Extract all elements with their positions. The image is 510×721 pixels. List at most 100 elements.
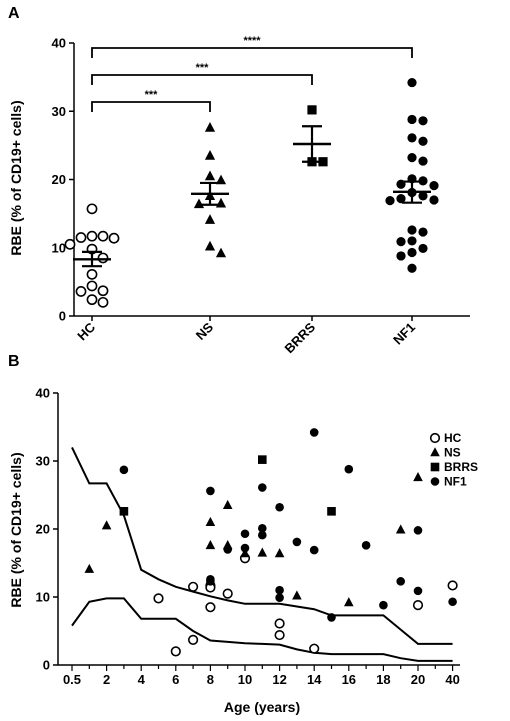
panel-b-x-tick-label: 20 [411, 672, 425, 687]
data-point-brrs [119, 507, 129, 516]
data-point-nf1 [258, 530, 267, 540]
data-point-ns [292, 590, 302, 600]
panel-a-y-axis-label: RBE (% of CD19+ cells) [8, 100, 24, 255]
data-point-hc [97, 285, 109, 297]
data-point-hc [447, 580, 458, 591]
data-point-nf1 [396, 577, 406, 586]
data-point-hc [412, 600, 424, 611]
data-point-nf1 [407, 114, 417, 125]
panel-b-y-tick-label: 40 [36, 386, 50, 401]
panel-a-y-tick-label: 40 [52, 36, 66, 51]
data-point-hc [97, 252, 109, 264]
data-point-ns [222, 499, 233, 509]
panel-b-x-tick-label: 0.5 [63, 672, 81, 687]
panel-b-reference-lines [71, 446, 453, 662]
panel-b-y-tick-label: 20 [36, 522, 50, 537]
data-point-nf1 [418, 191, 428, 201]
data-point-nf1 [407, 77, 417, 88]
data-point-ns [395, 524, 406, 534]
data-point-nf1 [418, 136, 428, 146]
data-point-nf1 [206, 577, 215, 586]
data-point-nf1 [206, 486, 215, 496]
data-point-ns [215, 247, 227, 258]
panel-a-letter: A [8, 5, 20, 22]
data-point-ns [204, 214, 216, 224]
data-point-hc [75, 286, 87, 297]
panel-a-error-bars [73, 125, 431, 268]
data-point-hc [188, 634, 199, 645]
data-point-nf1 [418, 227, 428, 237]
data-point-nf1 [119, 465, 129, 475]
data-point-ns [204, 122, 216, 132]
significance-bracket [91, 47, 413, 58]
data-point-brrs [327, 507, 336, 516]
data-point-nf1 [344, 464, 354, 474]
data-point-nf1 [418, 116, 428, 126]
significance-label: *** [196, 62, 210, 74]
panel-a-y-tick-label: 20 [52, 172, 66, 187]
data-point-nf1 [396, 251, 406, 261]
panel-a-y-tick-label: 0 [59, 309, 66, 324]
legend-marker-nf1 [430, 477, 440, 486]
data-point-hc [75, 232, 87, 243]
data-point-ns [101, 520, 112, 530]
panel-b-x-tick-label: 12 [272, 672, 286, 687]
legend-marker-brrs [430, 462, 440, 472]
data-point-hc [86, 230, 98, 242]
data-point-nf1 [407, 133, 417, 143]
data-point-ns [193, 198, 205, 209]
data-point-nf1 [418, 176, 428, 186]
data-point-nf1 [418, 156, 428, 166]
lower-reference-line [71, 597, 453, 662]
data-point-hc [170, 646, 181, 657]
data-point-nf1 [379, 600, 388, 610]
data-point-nf1 [413, 586, 423, 596]
data-point-ns [413, 472, 423, 482]
data-point-nf1 [240, 543, 250, 553]
panel-b-x-tick-label: 40 [445, 672, 459, 687]
data-point-hc [86, 268, 98, 280]
data-point-nf1 [309, 545, 319, 555]
data-point-hc [97, 230, 109, 242]
legend-label-brrs: BRRS [444, 460, 478, 474]
panel-b: B RBE (% of CD19+ cells) Age (years) 0 10… [8, 353, 478, 715]
data-point-nf1 [258, 524, 267, 533]
data-point-nf1 [407, 236, 417, 246]
data-point-hc [153, 593, 164, 604]
significance-label: *** [145, 89, 159, 101]
data-point-nf1 [240, 529, 250, 539]
panel-b-y-tick-label: 10 [36, 590, 50, 605]
panel-a-axes: 0 10 20 30 40 [52, 36, 470, 324]
data-point-nf1 [385, 196, 395, 206]
upper-reference-line [71, 446, 453, 645]
data-point-hc [108, 232, 120, 244]
data-point-brrs [318, 157, 328, 167]
data-point-nf1 [448, 597, 457, 607]
panel-a-significance-brackets: ********** [91, 35, 413, 112]
data-point-nf1 [418, 243, 428, 254]
panel-b-letter: B [8, 353, 20, 370]
data-point-ns [240, 548, 250, 558]
panel-a-y-tick-label: 30 [52, 104, 66, 119]
panel-b-x-tick-label: 14 [307, 672, 322, 687]
data-point-ns [215, 197, 227, 208]
panel-a-x-tick-label: NS [193, 319, 217, 343]
legend-label-hc: HC [444, 431, 462, 445]
legend-marker-hc [429, 432, 441, 444]
data-point-hc [188, 581, 199, 592]
data-point-hc [86, 280, 98, 292]
panel-b-x-tick-label: 2 [103, 672, 110, 687]
panel-a-x-tick-label: NF1 [390, 320, 418, 348]
panel-b-x-tick-label: 8 [207, 672, 214, 687]
data-point-ns [204, 170, 216, 181]
data-point-nf1 [407, 153, 417, 163]
data-point-hc [64, 238, 76, 250]
data-point-ns [205, 540, 216, 550]
panel-a-points [64, 77, 439, 308]
legend-marker-ns [430, 447, 440, 457]
panel-b-x-axis-label: Age (years) [224, 699, 300, 715]
panel-b-x-tick-label: 16 [342, 672, 356, 687]
data-point-ns [205, 516, 216, 526]
